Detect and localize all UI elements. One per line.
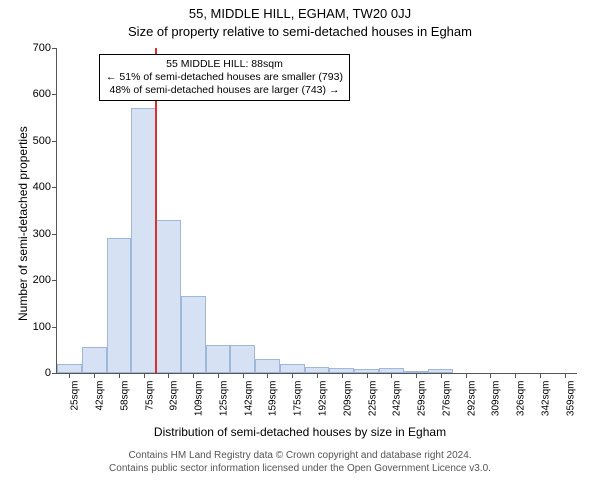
footer-line-1: Contains HM Land Registry data © Crown c…	[128, 450, 471, 461]
x-tick-label: 309sqm	[487, 381, 502, 417]
histogram-bar	[280, 364, 305, 373]
histogram-bar	[82, 347, 107, 373]
x-tick-mark	[317, 373, 318, 378]
x-tick-mark	[218, 373, 219, 378]
x-tick-mark	[466, 373, 467, 378]
footer-line-2: Contains public sector information licen…	[109, 463, 491, 474]
x-tick-mark	[416, 373, 417, 378]
x-tick-mark	[515, 373, 516, 378]
y-tick-mark	[52, 234, 57, 235]
y-tick-mark	[52, 327, 57, 328]
chart-footer: Contains HM Land Registry data © Crown c…	[0, 449, 600, 475]
x-tick-label: 175sqm	[289, 381, 304, 417]
x-tick-mark	[342, 373, 343, 378]
x-axis-label: Distribution of semi-detached houses by …	[0, 425, 600, 439]
x-tick-label: 326sqm	[512, 381, 527, 417]
x-tick-label: 209sqm	[338, 381, 353, 417]
x-tick-label: 342sqm	[536, 381, 551, 417]
histogram-bar	[156, 220, 181, 373]
x-tick-mark	[119, 373, 120, 378]
x-tick-label: 142sqm	[239, 381, 254, 417]
chart-title: Size of property relative to semi-detach…	[0, 24, 600, 39]
x-tick-mark	[540, 373, 541, 378]
x-tick-label: 192sqm	[314, 381, 329, 417]
x-tick-label: 259sqm	[413, 381, 428, 417]
x-tick-mark	[565, 373, 566, 378]
annotation-line-2: ← 51% of semi-detached houses are smalle…	[106, 71, 343, 84]
x-tick-mark	[193, 373, 194, 378]
x-tick-mark	[441, 373, 442, 378]
y-axis-label: Number of semi-detached properties	[16, 126, 30, 321]
annotation-line-1: 55 MIDDLE HILL: 88sqm	[106, 58, 343, 71]
x-tick-label: 58sqm	[115, 381, 130, 411]
annotation-line-3: 48% of semi-detached houses are larger (…	[106, 84, 343, 97]
histogram-bar	[131, 108, 156, 373]
x-tick-label: 292sqm	[462, 381, 477, 417]
x-tick-label: 276sqm	[437, 381, 452, 417]
annotation-box: 55 MIDDLE HILL: 88sqm← 51% of semi-detac…	[99, 54, 350, 101]
x-tick-label: 109sqm	[190, 381, 205, 417]
y-tick-mark	[52, 280, 57, 281]
histogram-bar	[206, 345, 231, 373]
y-tick-mark	[52, 94, 57, 95]
x-tick-mark	[243, 373, 244, 378]
histogram-bar	[57, 364, 82, 373]
x-tick-label: 92sqm	[165, 381, 180, 411]
y-tick-mark	[52, 373, 57, 374]
x-tick-label: 225sqm	[363, 381, 378, 417]
y-tick-mark	[52, 141, 57, 142]
y-tick-mark	[52, 48, 57, 49]
x-tick-mark	[391, 373, 392, 378]
x-tick-mark	[367, 373, 368, 378]
y-tick-mark	[52, 187, 57, 188]
x-tick-label: 159sqm	[264, 381, 279, 417]
x-tick-mark	[69, 373, 70, 378]
x-tick-label: 242sqm	[388, 381, 403, 417]
x-tick-mark	[168, 373, 169, 378]
chart-supertitle: 55, MIDDLE HILL, EGHAM, TW20 0JJ	[0, 6, 600, 21]
x-tick-label: 359sqm	[561, 381, 576, 417]
x-tick-mark	[267, 373, 268, 378]
histogram-bar	[230, 345, 255, 373]
histogram-bar	[255, 359, 280, 373]
x-tick-label: 25sqm	[66, 381, 81, 411]
x-tick-mark	[490, 373, 491, 378]
chart-plot-area: 010020030040050060070025sqm42sqm58sqm75s…	[56, 48, 577, 374]
x-tick-mark	[94, 373, 95, 378]
histogram-bar	[181, 296, 206, 373]
x-tick-mark	[144, 373, 145, 378]
x-tick-mark	[292, 373, 293, 378]
histogram-bar	[107, 238, 132, 373]
x-tick-label: 125sqm	[214, 381, 229, 417]
x-tick-label: 42sqm	[91, 381, 106, 411]
x-tick-label: 75sqm	[140, 381, 155, 411]
